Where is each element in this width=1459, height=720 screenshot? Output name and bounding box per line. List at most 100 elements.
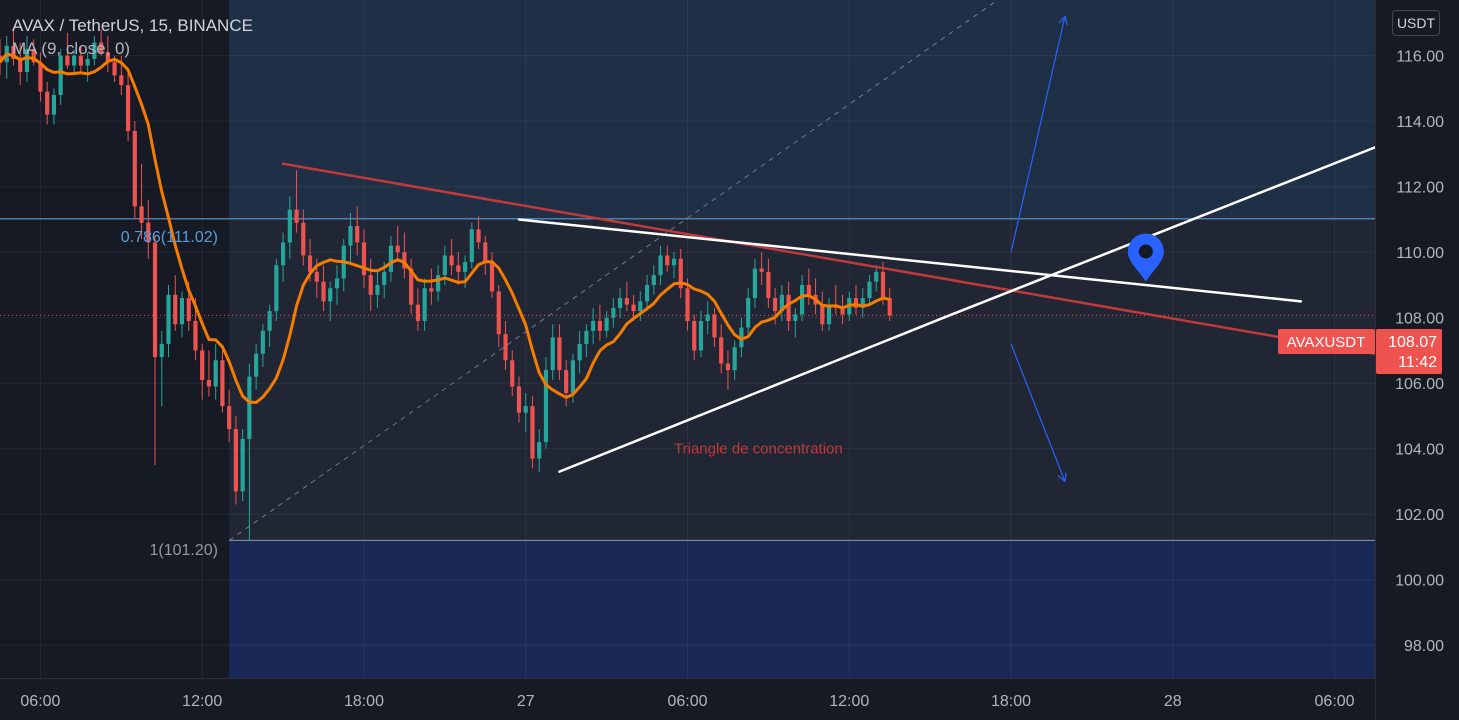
candle-body	[456, 265, 461, 272]
candle-body	[220, 360, 225, 407]
marker-pin-hole	[1138, 244, 1153, 259]
trend-line-lower-extension	[942, 146, 1377, 319]
trend-line-upper	[517, 218, 1303, 303]
candle-body	[685, 288, 690, 321]
candle-body	[213, 360, 218, 387]
arrow-head	[1058, 15, 1068, 26]
candle-body	[725, 363, 731, 371]
candle-body	[51, 94, 57, 115]
price-tick-label: 104.00	[1395, 442, 1444, 459]
candle-body	[186, 298, 191, 321]
candle-body	[247, 376, 252, 439]
candle-body	[429, 288, 434, 292]
candle-body	[597, 320, 602, 331]
candle-body	[348, 226, 353, 246]
candle-body	[200, 350, 205, 380]
candle-body	[537, 442, 542, 459]
candle-body	[301, 222, 306, 256]
moving-average	[0, 52, 890, 404]
ma-line	[0, 52, 890, 404]
candle-body	[638, 301, 643, 312]
candle-body	[739, 327, 744, 348]
candle-body	[193, 320, 198, 351]
candle-body	[712, 314, 717, 338]
candle-body	[355, 226, 360, 243]
candle-body	[469, 229, 474, 263]
trend-line-resistance	[281, 162, 1377, 355]
fib-label-upper: 0.786(111.02)	[121, 229, 218, 246]
projection-arrow-down	[1010, 343, 1067, 483]
candle-body	[105, 52, 110, 63]
candle-body	[786, 294, 791, 321]
symbol-tag-text: AVAXUSDT	[1287, 334, 1366, 351]
candle-body	[564, 370, 569, 394]
candle-body	[644, 284, 650, 302]
price-tag-value: 108.07	[1388, 334, 1437, 351]
drawings-back	[228, 0, 998, 541]
candle-body	[665, 255, 670, 266]
candle-body	[321, 281, 326, 302]
time-scale-background	[0, 678, 1459, 720]
chart-legend: AVAX / TetherUS, 15, BINANCE MA (9, clos…	[12, 14, 253, 60]
candle-body	[267, 311, 272, 331]
time-tick-label: 18:00	[991, 693, 1031, 710]
projection-arrow-up	[1010, 15, 1068, 253]
last-price-label[interactable]: AVAXUSDT 108.07 11:42	[1278, 329, 1442, 374]
time-tick-label: 06:00	[667, 693, 707, 710]
candle-body	[503, 334, 508, 361]
time-tick-label: 06:00	[20, 693, 60, 710]
price-tag	[1376, 329, 1442, 374]
candle-body	[887, 298, 892, 316]
candle-body	[604, 317, 609, 331]
symbol-title[interactable]: AVAX / TetherUS, 15, BINANCE	[12, 16, 253, 35]
price-tick-label: 108.00	[1395, 311, 1444, 328]
candle-body	[820, 304, 825, 325]
trend-line-lower	[558, 316, 945, 473]
time-tick-label: 18:00	[344, 693, 384, 710]
candle-body	[415, 304, 420, 321]
candle-body	[11, 45, 16, 59]
indicator-title[interactable]: MA (9, close, 0)	[12, 39, 131, 58]
candle-body	[591, 320, 596, 331]
candle-body	[436, 275, 441, 292]
candle-body	[516, 386, 522, 413]
fib-zone-bottom	[229, 540, 1376, 678]
price-tick-label: 114.00	[1396, 114, 1444, 131]
candle-body	[523, 406, 528, 413]
time-tick-label: 06:00	[1315, 693, 1355, 710]
candle-body	[334, 278, 340, 289]
candle-body	[557, 337, 562, 371]
arrow-shaft	[1010, 16, 1066, 253]
candle-body	[58, 55, 63, 95]
candle-body	[853, 298, 859, 308]
candle-body	[314, 271, 319, 282]
fib-trend-line	[228, 0, 998, 541]
candle-body	[38, 62, 43, 92]
candle-body	[543, 370, 549, 443]
candle-body	[260, 330, 265, 354]
time-tick-label: 12:00	[829, 693, 869, 710]
currency-unit-button[interactable]: USDT	[1392, 10, 1440, 36]
drawings[interactable]	[281, 15, 1377, 483]
candle-body	[280, 242, 286, 266]
candle-body	[449, 255, 454, 266]
time-tick-label: 28	[1164, 693, 1182, 710]
fibonacci-zones	[0, 0, 1376, 678]
candle-body	[671, 258, 677, 266]
price-tick-label: 102.00	[1395, 507, 1444, 524]
candle-body	[793, 314, 798, 321]
candle-body	[773, 298, 778, 312]
candle-body	[173, 294, 178, 325]
candle-body	[402, 252, 407, 269]
price-tick-label: 110.00	[1396, 245, 1444, 262]
candle-body	[732, 347, 737, 371]
candle-body	[766, 271, 771, 299]
time-tick-label: 27	[517, 693, 535, 710]
candle-body	[72, 55, 77, 66]
candle-body	[409, 268, 414, 305]
candle-body	[65, 55, 70, 66]
candle-body	[631, 304, 636, 312]
candle-body	[388, 245, 394, 272]
candle-body	[227, 406, 232, 430]
